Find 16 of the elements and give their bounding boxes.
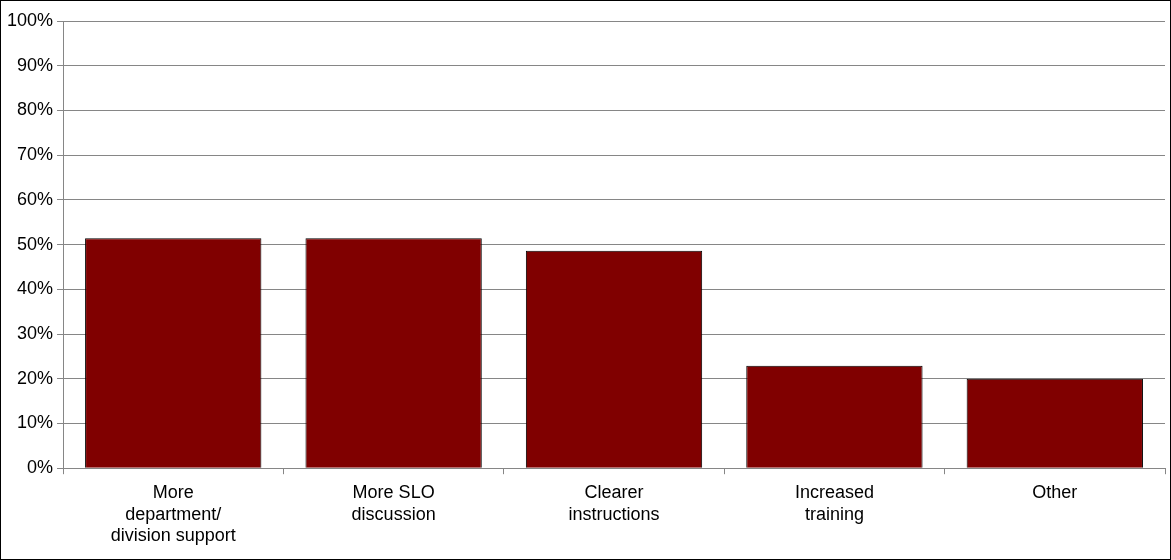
y-tick-label: 60%	[17, 188, 54, 209]
y-tick-label: 10%	[17, 412, 54, 433]
y-tick-label: 40%	[17, 278, 54, 299]
y-tick-label: 90%	[17, 54, 54, 75]
x-tick-label: Clearer instructions	[568, 481, 660, 524]
y-tick-label: 70%	[17, 144, 54, 165]
y-tick-label: 100%	[6, 9, 54, 30]
y-tick-label: 80%	[17, 99, 54, 120]
x-tick-label: More department/ division support	[110, 481, 236, 546]
y-tick-label: 20%	[17, 367, 54, 388]
x-tick-label: More SLO discussion	[351, 481, 436, 524]
y-tick-label: 0%	[27, 457, 54, 478]
y-tick-label: 50%	[17, 233, 54, 254]
x-tick-label: Increased training	[794, 481, 874, 524]
x-tick-label: Other	[1032, 481, 1078, 502]
y-tick-label: 30%	[17, 323, 54, 344]
